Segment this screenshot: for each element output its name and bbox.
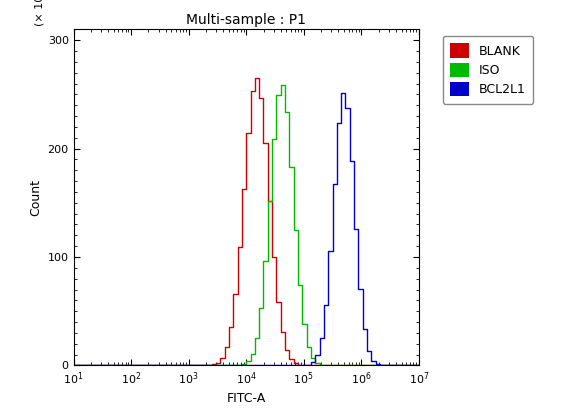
BCL2L1 bbox=[415, 363, 422, 368]
BLANK bbox=[295, 362, 302, 367]
BLANK bbox=[398, 363, 405, 368]
Line: BLANK: BLANK bbox=[74, 79, 419, 365]
BLANK bbox=[169, 363, 176, 368]
Legend: BLANK, ISO, BCL2L1: BLANK, ISO, BCL2L1 bbox=[443, 36, 533, 104]
ISO bbox=[355, 363, 362, 368]
Line: ISO: ISO bbox=[74, 85, 419, 365]
BCL2L1 bbox=[338, 90, 345, 95]
BCL2L1 bbox=[139, 363, 146, 368]
BLANK bbox=[139, 363, 146, 368]
ISO bbox=[139, 363, 146, 368]
ISO bbox=[169, 363, 176, 368]
Y-axis label: Count: Count bbox=[29, 179, 42, 216]
BLANK bbox=[355, 363, 362, 368]
BLANK bbox=[264, 141, 271, 146]
BCL2L1 bbox=[398, 363, 405, 368]
ISO bbox=[70, 363, 77, 368]
ISO bbox=[415, 363, 422, 368]
BCL2L1 bbox=[169, 363, 176, 368]
Line: BCL2L1: BCL2L1 bbox=[74, 93, 419, 365]
ISO bbox=[398, 363, 405, 368]
ISO bbox=[260, 259, 267, 264]
X-axis label: FITC-A: FITC-A bbox=[226, 392, 266, 405]
BLANK bbox=[70, 363, 77, 368]
Text: (× 10¹): (× 10¹) bbox=[34, 0, 44, 26]
ISO bbox=[277, 82, 284, 87]
ISO bbox=[295, 283, 302, 288]
BLANK bbox=[251, 76, 258, 81]
BCL2L1 bbox=[70, 363, 77, 368]
BCL2L1 bbox=[355, 227, 362, 232]
Title: Multi-sample : P1: Multi-sample : P1 bbox=[186, 13, 306, 27]
BCL2L1 bbox=[295, 363, 302, 368]
BCL2L1 bbox=[260, 363, 267, 368]
BLANK bbox=[415, 363, 422, 368]
